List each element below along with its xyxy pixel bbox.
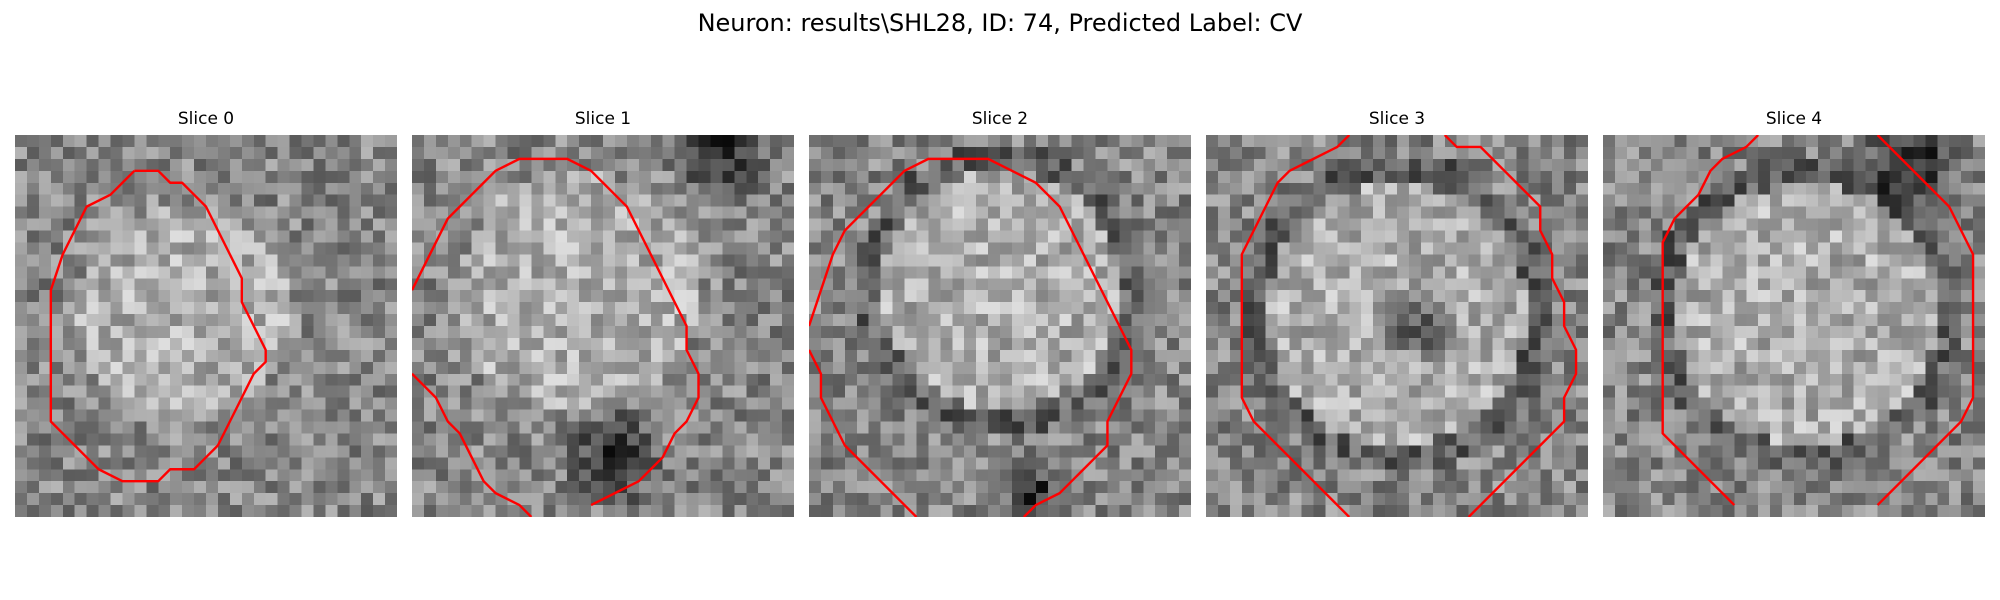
slice-image-1	[412, 135, 794, 517]
slice-title-0: Slice 0	[177, 109, 235, 129]
contour-line-1	[809, 350, 916, 517]
contour-line-0	[412, 159, 699, 505]
slice-contour-overlay-1	[412, 135, 794, 517]
slice-contour-overlay-2	[809, 135, 1191, 517]
slice-title-3: Slice 3	[1368, 109, 1426, 129]
slice-image-2	[809, 135, 1191, 517]
contour-line-1	[1878, 135, 1974, 505]
contour-line-1	[1445, 135, 1576, 517]
slice-title-4: Slice 4	[1765, 109, 1823, 129]
slice-image-4	[1603, 135, 1985, 517]
figure-title: Neuron: results\SHL28, ID: 74, Predicted…	[697, 9, 1303, 37]
slice-contour-overlay-3	[1206, 135, 1588, 517]
slice-title-1: Slice 1	[574, 109, 632, 129]
contour-line-0	[809, 159, 1131, 517]
contour-line-0	[51, 171, 266, 481]
slice-image-0	[15, 135, 397, 517]
contour-line-1	[412, 374, 531, 517]
contour-line-0	[1242, 135, 1349, 517]
contour-line-0	[1663, 135, 1759, 505]
slice-contour-overlay-4	[1603, 135, 1985, 517]
slice-contour-overlay-0	[15, 135, 397, 517]
slice-title-2: Slice 2	[971, 109, 1029, 129]
